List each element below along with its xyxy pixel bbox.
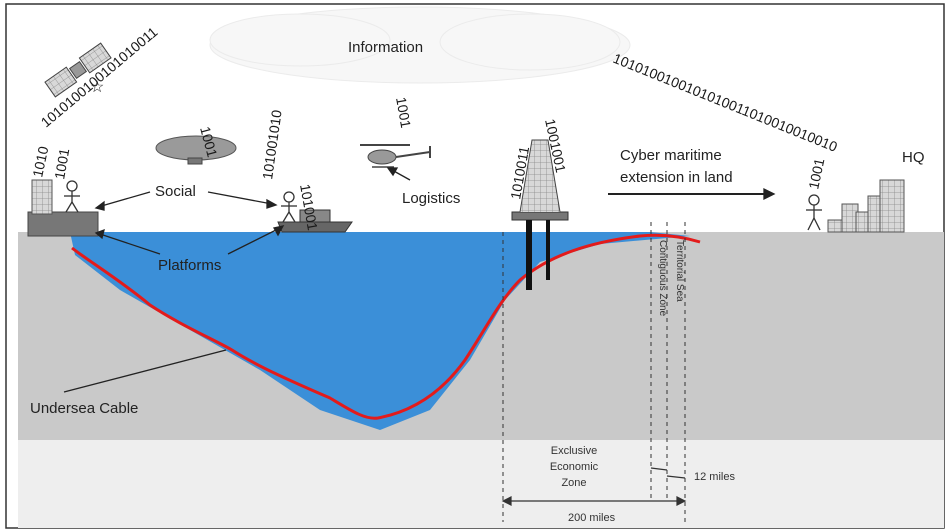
label-12-miles: 12 miles: [694, 471, 735, 483]
label-cyber-line2: extension in land: [620, 169, 733, 186]
ground-base: [18, 440, 944, 528]
binary-hq-person: 1001: [805, 157, 827, 191]
undersea-cable: [71, 233, 701, 420]
label-undersea-cable: Undersea Cable: [30, 400, 138, 417]
label-territorial-sea: Territorial Sea: [674, 240, 685, 302]
hq-buildings-icon: [827, 179, 905, 233]
ship-icon: [277, 209, 353, 233]
binary-blimp: 1001: [197, 125, 221, 159]
label-cyber-line1: Cyber maritime: [620, 147, 722, 164]
sea-body: [70, 232, 690, 430]
label-eez-3: Zone: [561, 477, 586, 489]
binary-left-person: 1001: [51, 147, 72, 181]
label-eez-2: Economic: [550, 461, 599, 473]
label-hq: HQ: [902, 149, 925, 166]
blimp-icon: [155, 135, 237, 165]
zone-boundaries: [502, 222, 686, 522]
label-200-miles: 200 miles: [568, 512, 616, 524]
person-icon-hq: [806, 194, 822, 231]
label-eez-1: Exclusive: [551, 445, 597, 457]
label-contiguous-zone: Contiguous Zone: [657, 240, 668, 317]
left-platform: [27, 179, 99, 237]
satellite-star-icon: ☆: [90, 79, 104, 96]
satellite-icon: [44, 42, 112, 98]
distance-arrows: [501, 467, 687, 506]
person-icon-ship: [281, 191, 297, 223]
helicopter-icon: [360, 144, 431, 168]
label-information: Information: [348, 39, 423, 56]
annotation-arrows: [63, 167, 776, 393]
binary-satellite-arc-a: 1010: [29, 145, 51, 179]
label-platforms: Platforms: [158, 257, 221, 274]
person-icon-left: [64, 180, 80, 213]
information-cloud: [209, 6, 631, 84]
oil-rig-icon: [511, 139, 569, 290]
label-logistics: Logistics: [402, 190, 460, 207]
binary-helicopter: 1001: [393, 96, 414, 130]
label-social: Social: [155, 183, 196, 200]
